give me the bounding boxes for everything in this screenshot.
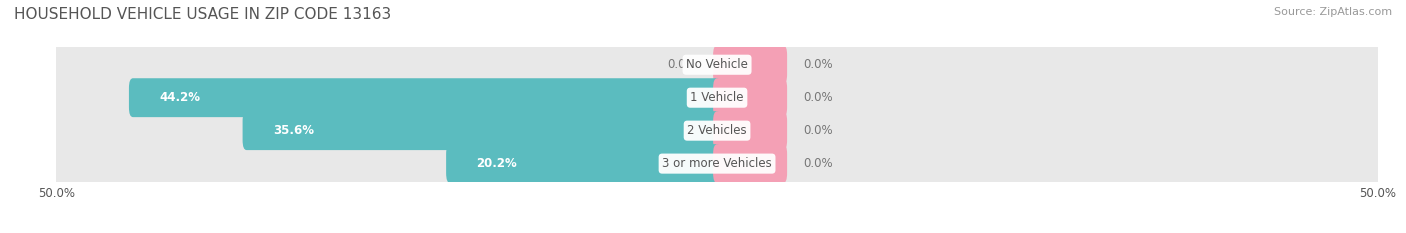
Text: Source: ZipAtlas.com: Source: ZipAtlas.com: [1274, 7, 1392, 17]
FancyBboxPatch shape: [51, 74, 1384, 121]
FancyBboxPatch shape: [713, 144, 787, 183]
FancyBboxPatch shape: [713, 78, 787, 117]
FancyBboxPatch shape: [446, 144, 721, 183]
Text: 0.0%: 0.0%: [668, 58, 697, 71]
Text: 0.0%: 0.0%: [803, 124, 832, 137]
Text: 0.0%: 0.0%: [803, 58, 832, 71]
FancyBboxPatch shape: [243, 111, 721, 150]
Text: 1 Vehicle: 1 Vehicle: [690, 91, 744, 104]
FancyBboxPatch shape: [713, 45, 787, 84]
Text: 3 or more Vehicles: 3 or more Vehicles: [662, 157, 772, 170]
FancyBboxPatch shape: [129, 78, 721, 117]
Text: No Vehicle: No Vehicle: [686, 58, 748, 71]
Text: 2 Vehicles: 2 Vehicles: [688, 124, 747, 137]
FancyBboxPatch shape: [713, 111, 787, 150]
FancyBboxPatch shape: [51, 107, 1384, 154]
Text: 0.0%: 0.0%: [803, 91, 832, 104]
Text: 20.2%: 20.2%: [477, 157, 517, 170]
Text: HOUSEHOLD VEHICLE USAGE IN ZIP CODE 13163: HOUSEHOLD VEHICLE USAGE IN ZIP CODE 1316…: [14, 7, 391, 22]
Text: 35.6%: 35.6%: [273, 124, 314, 137]
FancyBboxPatch shape: [51, 140, 1384, 187]
Text: 0.0%: 0.0%: [803, 157, 832, 170]
Text: 44.2%: 44.2%: [159, 91, 200, 104]
FancyBboxPatch shape: [51, 41, 1384, 88]
